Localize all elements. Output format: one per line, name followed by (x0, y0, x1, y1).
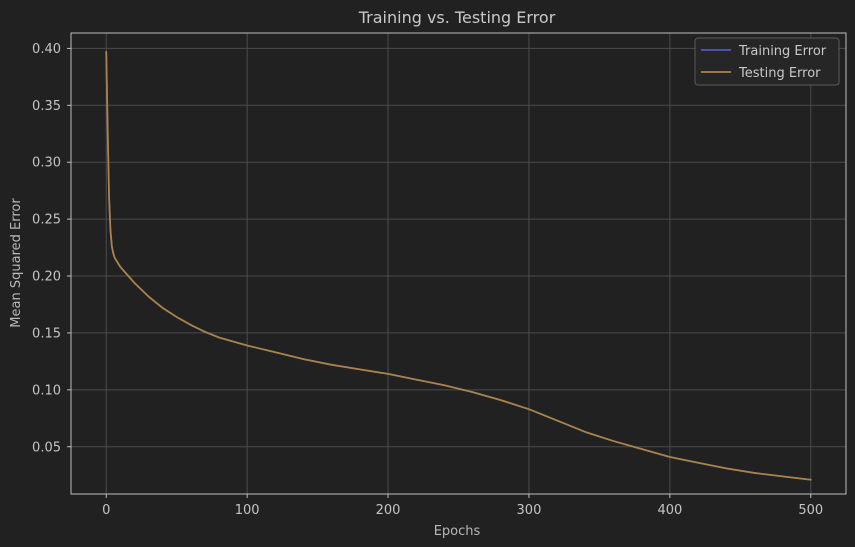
x-tick-label: 400 (657, 503, 682, 518)
series-lines (105, 50, 812, 481)
legend-label-training-error: Training Error (738, 44, 827, 59)
x-tick-label: 0 (102, 503, 110, 518)
y-tick-label: 0.40 (32, 42, 61, 57)
x-tick-label: 500 (798, 503, 823, 518)
x-axis-label: Epochs (434, 524, 481, 539)
chart-title: Training vs. Testing Error (358, 8, 556, 27)
legend: Training Error Testing Error (694, 37, 840, 86)
x-tick-label: 100 (235, 503, 260, 518)
y-tick-label: 0.10 (32, 383, 61, 398)
y-tick-label: 0.25 (32, 213, 61, 228)
axis-ticks: 0 100 200 300 400 500 0.05 0.10 0.15 0.20 0.25 0.30… (32, 42, 823, 518)
plot-frame (70, 32, 847, 495)
y-tick-label: 0.35 (32, 99, 61, 114)
y-tick-label: 0.15 (32, 326, 61, 341)
x-tick-label: 300 (517, 503, 542, 518)
legend-label-testing-error: Testing Error (738, 66, 821, 81)
grid (71, 33, 846, 494)
y-axis-label: Mean Squared Error (9, 198, 24, 328)
y-tick-label: 0.30 (32, 156, 61, 171)
y-tick-label: 0.20 (32, 270, 61, 285)
series-line-testing-error (105, 50, 812, 481)
y-tick-label: 0.05 (32, 440, 61, 455)
x-tick-label: 200 (376, 503, 401, 518)
